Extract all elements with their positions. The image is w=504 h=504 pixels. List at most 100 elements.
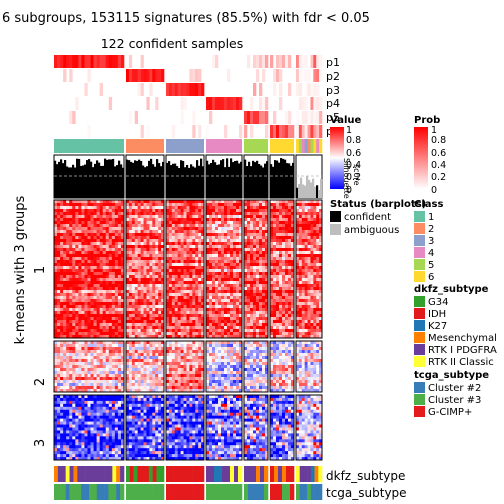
heatmap-cell (174, 245, 178, 249)
heatmap-cell (236, 212, 240, 216)
heatmap-cell (93, 248, 97, 252)
heatmap-cell (307, 302, 311, 306)
heatmap-cell (108, 272, 113, 276)
heatmap-cell (105, 245, 110, 249)
heatmap-cell (90, 317, 94, 321)
heatmap-cell (81, 356, 85, 360)
heatmap-cell (180, 299, 184, 303)
heatmap-cell (120, 209, 125, 213)
heatmap-cell (206, 263, 210, 267)
heatmap-cell (177, 206, 181, 210)
prob-cell (301, 97, 305, 110)
heatmap-cell (186, 344, 190, 348)
heatmap-cell (171, 242, 176, 246)
heatmap-cell (126, 299, 130, 303)
heatmap-cell (117, 254, 122, 258)
heatmap-cell (143, 371, 147, 375)
heatmap-cell (75, 212, 79, 216)
heatmap-cell (247, 257, 251, 261)
heatmap-cell (120, 206, 125, 210)
heatmap-cell (183, 221, 187, 225)
heatmap-cell (57, 278, 61, 282)
heatmap-cell (189, 206, 193, 210)
heatmap-cell (99, 242, 103, 246)
heatmap-cell (60, 302, 64, 306)
heatmap-cell (146, 302, 150, 306)
heatmap-cell (259, 266, 263, 270)
heatmap-cell (298, 305, 303, 309)
heatmap-cell (168, 296, 173, 300)
class-bar-segment (307, 139, 311, 153)
heatmap-cell (259, 269, 263, 273)
heatmap-cell (285, 242, 289, 246)
heatmap-cell (105, 284, 110, 288)
prob-cell (152, 69, 156, 82)
heatmap-cell (120, 314, 125, 318)
heatmap-cell (285, 314, 289, 318)
heatmap-cell (177, 200, 181, 204)
heatmap-cell (276, 263, 280, 267)
heatmap-cell (114, 281, 119, 285)
heatmap-cell (319, 233, 323, 237)
heatmap-cell (285, 305, 289, 309)
heatmap-cell (134, 341, 138, 345)
heatmap-cell (155, 311, 159, 315)
heatmap-cell (212, 206, 216, 210)
heatmap-cell (221, 260, 225, 264)
heatmap-cell (168, 317, 173, 321)
heatmap-cell (307, 299, 311, 303)
heatmap-cell (158, 344, 162, 348)
heatmap-cell (146, 365, 150, 369)
heatmap-cell (174, 269, 178, 273)
heatmap-cell (78, 272, 82, 276)
heatmap-cell (69, 383, 73, 387)
heatmap-cell (158, 206, 162, 210)
heatmap-cell (301, 296, 305, 300)
heatmap-cell (96, 215, 100, 219)
silhouette-bar (144, 167, 147, 198)
heatmap-cell (195, 302, 199, 306)
heatmap-cell (78, 329, 82, 333)
heatmap-cell (273, 236, 277, 240)
heatmap-cell (316, 248, 320, 252)
heatmap-cell (250, 296, 254, 300)
heatmap-cell (66, 230, 70, 234)
heatmap-cell (212, 302, 216, 306)
heatmap-cell (57, 290, 61, 294)
heatmap-cell (75, 278, 79, 282)
heatmap-cell (304, 233, 308, 237)
heatmap-cell (66, 281, 70, 285)
heatmap-cell (276, 254, 280, 258)
heatmap-cell (146, 239, 150, 243)
heatmap-cell (276, 287, 280, 291)
heatmap-cell (166, 212, 170, 216)
heatmap-cell (307, 314, 311, 318)
heatmap-cell (265, 323, 269, 327)
heatmap-cell (99, 299, 103, 303)
heatmap-cell (215, 239, 219, 243)
heatmap-cell (171, 215, 176, 219)
silhouette-bar (184, 167, 187, 198)
heatmap-cell (128, 344, 133, 348)
heatmap-cell (126, 278, 130, 282)
heatmap-cell (301, 314, 305, 318)
silhouette-bar (244, 159, 247, 198)
heatmap-cell (143, 383, 147, 387)
heatmap-cell (250, 215, 254, 219)
heatmap-cell (117, 212, 122, 216)
heatmap-cell (236, 221, 240, 225)
heatmap-cell (102, 293, 107, 297)
class-bar-segment-2 (126, 139, 164, 153)
heatmap-cell (137, 287, 141, 291)
prob-cell (146, 125, 150, 138)
heatmap-cell (166, 251, 170, 255)
heatmap-cell (296, 311, 300, 315)
heatmap-cell (215, 305, 219, 309)
heatmap-cell (84, 389, 88, 393)
heatmap-cell (221, 251, 225, 255)
heatmap-cell (126, 317, 130, 321)
heatmap-cell (93, 341, 97, 345)
heatmap-cell (155, 230, 159, 234)
heatmap-cell (285, 215, 289, 219)
